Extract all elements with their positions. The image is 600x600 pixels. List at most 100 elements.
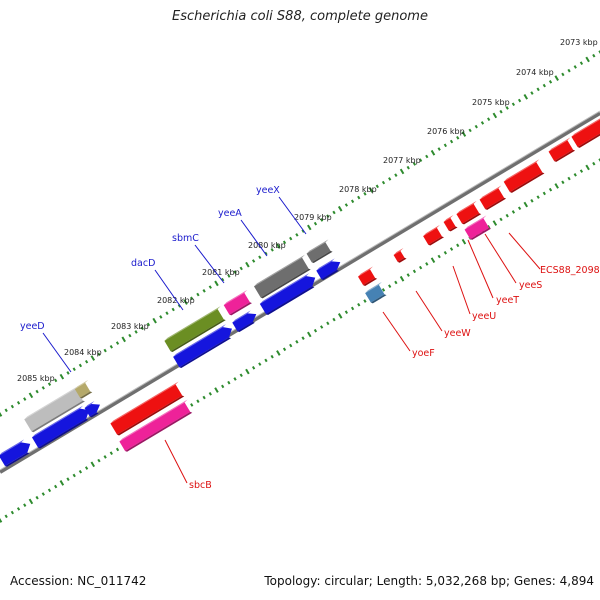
outer-tick xyxy=(227,274,231,278)
cds-arrow-side xyxy=(321,269,339,281)
inner-tick xyxy=(103,455,107,459)
outer-tick xyxy=(78,363,83,368)
outer-tick xyxy=(542,83,546,88)
inner-tick xyxy=(47,488,52,493)
gene-block-top xyxy=(110,381,179,424)
gene-block-yeeU-side xyxy=(448,226,458,232)
outer-tick xyxy=(480,121,485,125)
inner-tick xyxy=(28,498,34,505)
outer-tick xyxy=(282,240,287,245)
label-leaders xyxy=(42,196,541,484)
kbp-label: 2073 kbp xyxy=(560,38,598,47)
inner-tick xyxy=(412,269,417,274)
outer-tick xyxy=(517,98,522,103)
gene-block-extra-top xyxy=(74,379,89,390)
outer-tick xyxy=(23,397,27,401)
gene-block-yeeX-top xyxy=(306,239,329,254)
inner-tick xyxy=(221,384,225,389)
gene-block-yeeS xyxy=(479,185,507,210)
inner-tick xyxy=(363,299,367,303)
outer-tick xyxy=(264,251,268,256)
outer-tick xyxy=(437,147,441,151)
leader-ECS88_2098 xyxy=(508,232,541,270)
inner-tick xyxy=(523,201,529,208)
gene-block-yeeA-side xyxy=(260,268,311,299)
gene-block-top xyxy=(357,266,374,277)
inner-tick xyxy=(381,288,386,292)
gene-block-dacD-side xyxy=(170,319,226,353)
inner-tick xyxy=(542,191,546,196)
gene-label-yoeF: yoeF xyxy=(412,348,435,359)
gene-block-yeeD-face xyxy=(24,388,83,432)
cds-arrow xyxy=(232,310,257,333)
outer-tick xyxy=(399,168,405,175)
cds-arrow-top xyxy=(232,310,251,323)
gene-block-sbmC xyxy=(223,289,252,316)
genome-summary: Topology: circular; Length: 5,032,268 bp… xyxy=(264,574,594,588)
outer-tick xyxy=(468,128,472,133)
gene-block-yeeD-top xyxy=(24,385,79,420)
gene-block-sbmC-top xyxy=(223,289,248,306)
inner-tick xyxy=(233,377,237,381)
outer-tick xyxy=(332,210,336,215)
inner-tick xyxy=(337,313,343,319)
outer-tick xyxy=(579,61,584,65)
inner-tick xyxy=(399,275,405,282)
gene-block-face xyxy=(357,269,376,286)
outer-tick xyxy=(567,68,571,73)
gene-block xyxy=(110,381,185,436)
inner-tick xyxy=(567,176,571,181)
outer-tick xyxy=(47,382,52,386)
gene-block-face xyxy=(571,119,600,148)
cds-arrow-top xyxy=(259,273,310,304)
outer-tick xyxy=(183,299,188,305)
outer-tick xyxy=(443,143,447,148)
kbp-label: 2078 kbp xyxy=(339,185,377,194)
outer-tick xyxy=(251,259,256,263)
gene-block-yeeX-face xyxy=(306,242,331,263)
kbp-label: 2077 kbp xyxy=(383,156,421,165)
inner-tick xyxy=(443,250,447,255)
genome-title: Escherichia coli S88, complete genome xyxy=(172,9,428,24)
inner-tick xyxy=(449,247,454,251)
outer-tick xyxy=(363,192,367,196)
inner-tick xyxy=(418,265,423,270)
outer-tick xyxy=(84,359,89,364)
outer-tick xyxy=(4,408,8,413)
leader-yeeW xyxy=(415,290,443,332)
gene-block-sbcB xyxy=(119,399,193,452)
leader-yeeT xyxy=(467,239,494,299)
outer-tick xyxy=(474,124,478,129)
kbp-label: 2081 kbp xyxy=(202,268,240,277)
gene-block-face xyxy=(393,250,405,262)
outer-tick xyxy=(394,173,398,177)
gene-label-dacD: dacD xyxy=(131,258,155,269)
outer-tick xyxy=(221,277,225,282)
cds-arrow-side xyxy=(266,286,315,315)
inner-tick xyxy=(511,210,516,214)
outer-tick xyxy=(554,75,559,81)
gene-block-side xyxy=(554,149,576,162)
outer-tick xyxy=(313,221,318,226)
cds-arrow-face xyxy=(259,276,316,315)
kbp-label: 2084 kbp xyxy=(64,348,102,357)
kbp-label: 2080 kbp xyxy=(248,241,286,250)
outer-tick xyxy=(337,205,343,212)
gene-block-ECS88_2098-face xyxy=(503,162,543,193)
cds-arrow-top xyxy=(316,258,335,271)
outer-tick xyxy=(190,296,194,301)
gene-block-ECS88_2098-top xyxy=(503,159,540,182)
inner-tick xyxy=(548,187,553,192)
outer-tick xyxy=(121,336,126,343)
gene-block-yeeT-top xyxy=(464,215,487,230)
inner-tick xyxy=(437,254,441,259)
gene-block-face xyxy=(456,203,480,224)
cds-arrow xyxy=(173,324,232,369)
outer-tick xyxy=(41,386,45,390)
cds-arrow-side xyxy=(89,412,99,418)
inner-tick xyxy=(536,195,540,199)
inner-tick xyxy=(492,220,498,226)
outer-tick xyxy=(511,102,516,107)
gene-block-yeeS-face xyxy=(479,188,505,210)
